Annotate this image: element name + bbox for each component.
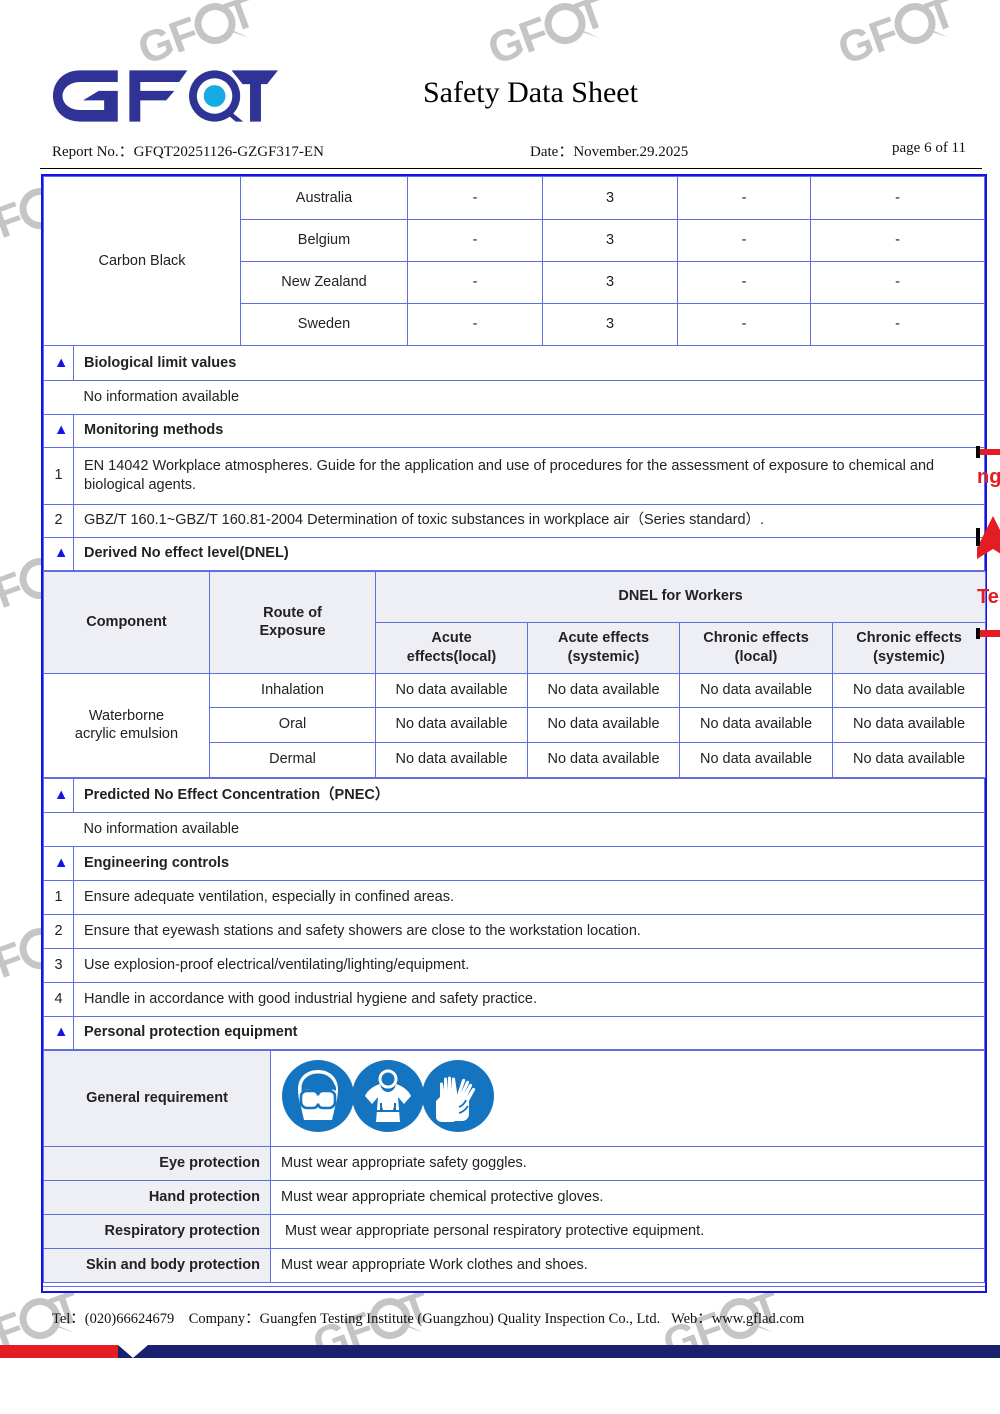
svg-text:ngz/: ngz/ [977,466,1000,488]
svg-text:Tes: Tes [977,586,1000,608]
